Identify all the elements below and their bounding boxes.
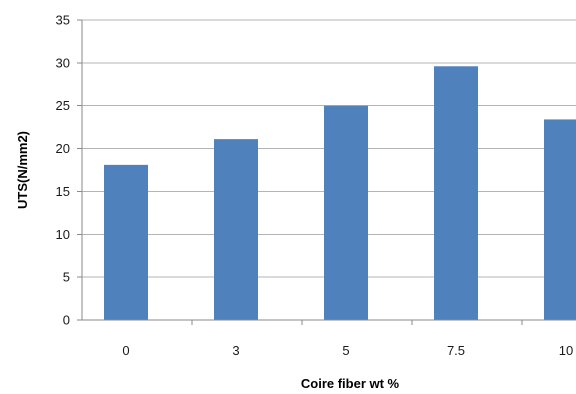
x-tick-label: 0 bbox=[122, 343, 129, 358]
y-tick-label: 25 bbox=[56, 98, 70, 113]
bar bbox=[104, 164, 148, 320]
bar bbox=[434, 66, 478, 321]
bar bbox=[324, 105, 368, 320]
x-tick-label: 3 bbox=[232, 343, 239, 358]
bar bbox=[544, 119, 576, 320]
y-axis-title: UTS(N/mm2) bbox=[15, 131, 30, 209]
y-tick-label: 30 bbox=[56, 55, 70, 70]
x-tick-label: 5 bbox=[342, 343, 349, 358]
x-tick-label: 7.5 bbox=[447, 343, 465, 358]
y-tick-label: 20 bbox=[56, 141, 70, 156]
bar bbox=[214, 139, 258, 320]
axes bbox=[77, 19, 576, 325]
y-tick-label: 10 bbox=[56, 227, 70, 242]
y-tick-label: 0 bbox=[63, 313, 70, 328]
x-axis-title: Coire fiber wt % bbox=[301, 376, 400, 391]
x-tick-label: 10 bbox=[559, 343, 573, 358]
y-tick-label: 15 bbox=[56, 184, 70, 199]
y-tick-label: 5 bbox=[63, 270, 70, 285]
y-tick-label: 35 bbox=[56, 13, 70, 28]
bars bbox=[104, 66, 576, 321]
